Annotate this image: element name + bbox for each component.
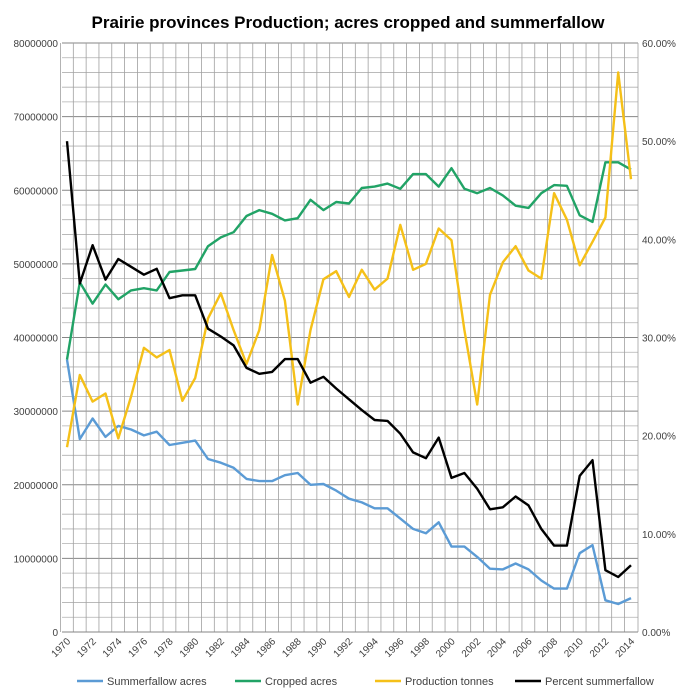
y-left-tick-label: 20000000 xyxy=(14,481,59,492)
x-tick-label: 1988 xyxy=(280,636,304,660)
y-right-tick-label: 40.00% xyxy=(642,235,676,246)
x-tick-label: 1990 xyxy=(306,636,330,660)
series-lines xyxy=(65,71,633,606)
x-tick-label: 1998 xyxy=(409,636,433,660)
y-left-tick-label: 30000000 xyxy=(14,407,59,418)
x-tick-label: 1970 xyxy=(50,636,74,660)
x-tick-label: 1976 xyxy=(127,636,151,660)
x-tick-label: 1972 xyxy=(75,636,99,660)
x-tick-label: 2004 xyxy=(485,636,509,660)
y-left-tick-label: 80000000 xyxy=(14,39,59,50)
y-right-tick-label: 20.00% xyxy=(642,432,676,443)
x-tick-label: 2002 xyxy=(460,636,484,660)
x-tick-label: 1996 xyxy=(383,636,407,660)
y-right-tick-label: 30.00% xyxy=(642,334,676,345)
y-left-tick-label: 70000000 xyxy=(14,113,59,124)
x-tick-label: 1982 xyxy=(203,636,227,660)
y-right-tick-label: 50.00% xyxy=(642,137,676,148)
series-line-summerfallow-acres xyxy=(65,359,632,606)
legend-label: Cropped acres xyxy=(265,676,338,688)
y-left-tick-label: 0 xyxy=(52,628,58,639)
y-left-tick-label: 50000000 xyxy=(14,260,59,271)
legend-label: Production tonnes xyxy=(405,676,494,688)
series-line-cropped-acres xyxy=(65,161,632,360)
x-tick-label: 2008 xyxy=(537,636,561,660)
series-line-percent-summerfallow xyxy=(65,141,632,579)
gridlines xyxy=(60,42,639,633)
legend-label: Summerfallow acres xyxy=(107,676,207,688)
tick-labels: 0 10000000 20000000 30000000 40000000 5000000… xyxy=(14,39,677,660)
x-tick-label: 1984 xyxy=(229,636,253,660)
x-tick-label: 1986 xyxy=(255,636,279,660)
x-tick-label: 1992 xyxy=(332,636,356,660)
y-right-tick-label: 60.00% xyxy=(642,39,676,50)
x-tick-label: 1994 xyxy=(357,636,381,660)
series-line-production-tonnes xyxy=(65,71,633,448)
chart-title: Prairie provinces Production; acres crop… xyxy=(92,13,606,32)
y-left-tick-label: 10000000 xyxy=(14,554,59,565)
x-tick-label: 2000 xyxy=(434,636,458,660)
x-tick-label: 2012 xyxy=(588,636,612,660)
x-tick-label: 2010 xyxy=(562,636,586,660)
y-right-tick-label: 10.00% xyxy=(642,530,676,541)
x-tick-label: 1980 xyxy=(178,636,202,660)
x-tick-label: 2006 xyxy=(511,636,535,660)
legend-label: Percent summerfallow xyxy=(545,676,654,688)
y-left-tick-label: 60000000 xyxy=(14,186,59,197)
x-tick-label: 1978 xyxy=(152,636,176,660)
y-right-tick-label: 0.00% xyxy=(642,628,670,639)
x-tick-label: 1974 xyxy=(101,636,125,660)
y-left-tick-label: 40000000 xyxy=(14,334,59,345)
x-tick-label: 2014 xyxy=(614,636,638,660)
legend: Summerfallow acres Cropped acres Productio… xyxy=(77,676,654,688)
